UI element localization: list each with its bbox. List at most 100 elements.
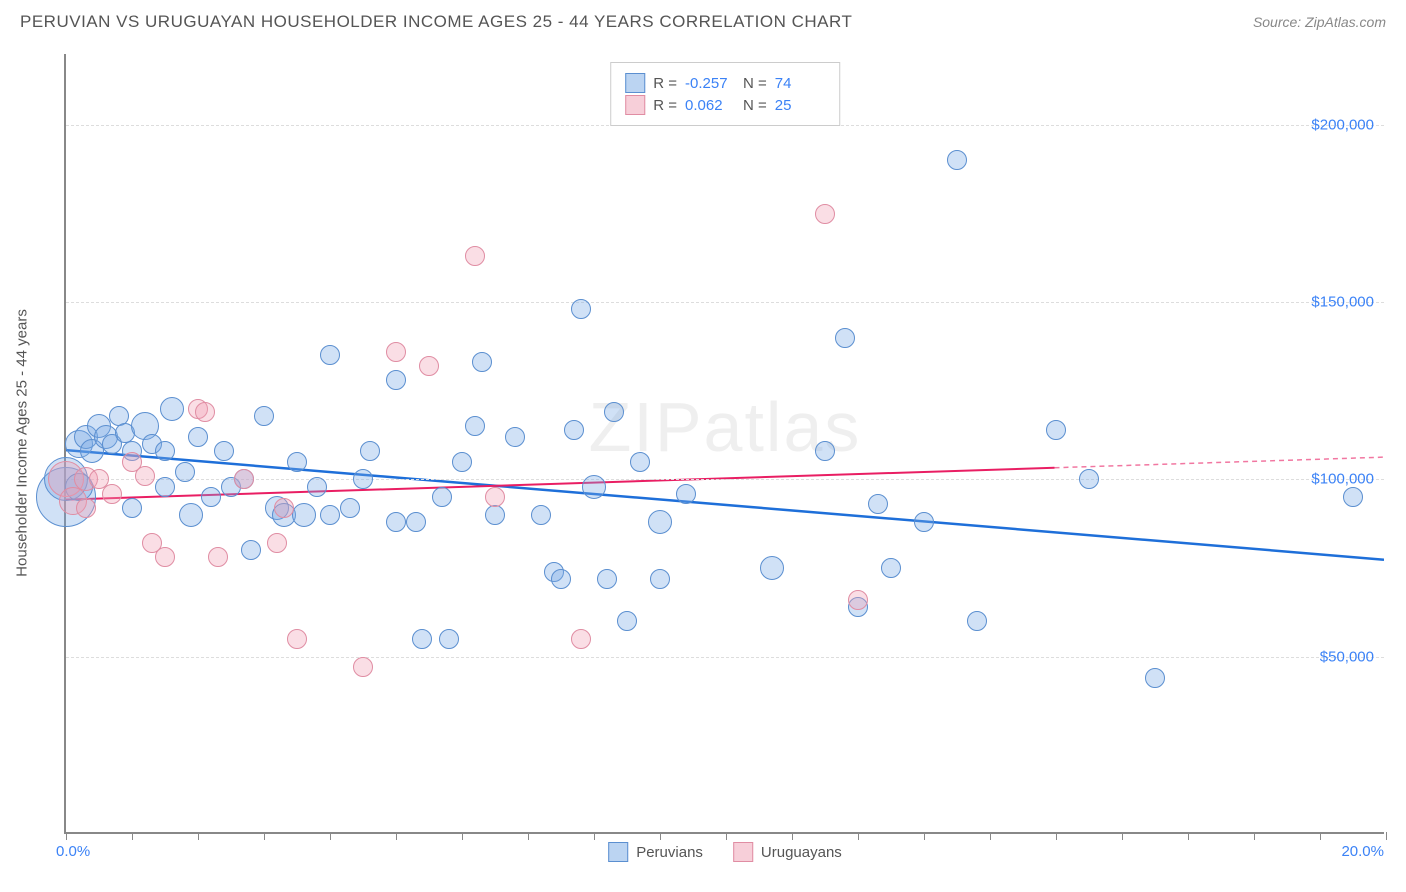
source-label: Source: ZipAtlas.com: [1253, 14, 1386, 30]
data-point: [353, 657, 373, 677]
y-tick-label: $200,000: [1311, 116, 1374, 133]
legend-swatch: [733, 842, 753, 862]
x-tick: [264, 832, 265, 840]
data-point: [760, 556, 784, 580]
data-point: [531, 505, 551, 525]
gridline: [66, 657, 1384, 658]
data-point: [914, 512, 934, 532]
x-tick: [924, 832, 925, 840]
data-point: [571, 629, 591, 649]
data-point: [485, 487, 505, 507]
data-point: [465, 246, 485, 266]
data-point: [505, 427, 525, 447]
x-tick: [726, 832, 727, 840]
legend-swatch: [625, 73, 645, 93]
data-point: [1046, 420, 1066, 440]
data-point: [485, 505, 505, 525]
x-tick: [1320, 832, 1321, 840]
data-point: [967, 611, 987, 631]
data-point: [564, 420, 584, 440]
data-point: [1079, 469, 1099, 489]
data-point: [320, 345, 340, 365]
x-tick: [66, 832, 67, 840]
x-tick: [990, 832, 991, 840]
chart-container: Householder Income Ages 25 - 44 years ZI…: [64, 54, 1384, 834]
y-tick-label: $150,000: [1311, 294, 1374, 311]
data-point: [76, 498, 96, 518]
data-point: [676, 484, 696, 504]
data-point: [597, 569, 617, 589]
x-tick: [330, 832, 331, 840]
data-point: [630, 452, 650, 472]
x-tick: [1188, 832, 1189, 840]
data-point: [419, 356, 439, 376]
series-legend: PeruviansUruguayans: [608, 842, 842, 862]
r-label: R =: [653, 97, 677, 114]
y-tick-label: $100,000: [1311, 471, 1374, 488]
gridline: [66, 479, 1384, 480]
data-point: [188, 427, 208, 447]
n-label: N =: [743, 97, 767, 114]
data-point: [386, 512, 406, 532]
n-value: 25: [775, 97, 825, 114]
data-point: [551, 569, 571, 589]
data-point: [201, 487, 221, 507]
x-tick: [1254, 832, 1255, 840]
data-point: [102, 484, 122, 504]
data-point: [287, 452, 307, 472]
legend-item: Peruvians: [608, 842, 703, 862]
data-point: [155, 477, 175, 497]
data-point: [472, 352, 492, 372]
correlation-legend: R = -0.257 N = 74 R = 0.062 N = 25: [610, 62, 840, 126]
data-point: [1343, 487, 1363, 507]
data-point: [287, 629, 307, 649]
data-point: [947, 150, 967, 170]
data-point: [267, 533, 287, 553]
data-point: [340, 498, 360, 518]
data-point: [439, 629, 459, 649]
r-value: 0.062: [685, 97, 735, 114]
data-point: [868, 494, 888, 514]
x-tick: [1386, 832, 1387, 840]
data-point: [274, 498, 294, 518]
data-point: [835, 328, 855, 348]
data-point: [155, 441, 175, 461]
gridline: [66, 302, 1384, 303]
data-point: [571, 299, 591, 319]
data-point: [386, 342, 406, 362]
data-point: [412, 629, 432, 649]
x-tick: [132, 832, 133, 840]
legend-swatch: [608, 842, 628, 862]
data-point: [604, 402, 624, 422]
data-point: [452, 452, 472, 472]
data-point: [234, 469, 254, 489]
x-tick: [198, 832, 199, 840]
n-label: N =: [743, 75, 767, 92]
data-point: [881, 558, 901, 578]
x-axis-min-label: 0.0%: [56, 843, 90, 860]
legend-label: Peruvians: [636, 844, 703, 861]
chart-title: PERUVIAN VS URUGUAYAN HOUSEHOLDER INCOME…: [20, 12, 852, 32]
x-tick: [858, 832, 859, 840]
plot-area: ZIPatlas $50,000$100,000$150,000$200,000: [66, 54, 1384, 832]
x-tick: [1056, 832, 1057, 840]
data-point: [648, 510, 672, 534]
data-point: [406, 512, 426, 532]
x-tick: [396, 832, 397, 840]
legend-row: R = 0.062 N = 25: [625, 95, 825, 115]
x-tick: [528, 832, 529, 840]
r-value: -0.257: [685, 75, 735, 92]
legend-swatch: [625, 95, 645, 115]
data-point: [160, 397, 184, 421]
n-value: 74: [775, 75, 825, 92]
data-point: [432, 487, 452, 507]
data-point: [241, 540, 261, 560]
data-point: [122, 498, 142, 518]
data-point: [254, 406, 274, 426]
data-point: [292, 503, 316, 527]
x-tick: [1122, 832, 1123, 840]
legend-row: R =-0.257N =74: [625, 73, 825, 93]
data-point: [815, 441, 835, 461]
data-point: [650, 569, 670, 589]
data-point: [848, 590, 868, 610]
